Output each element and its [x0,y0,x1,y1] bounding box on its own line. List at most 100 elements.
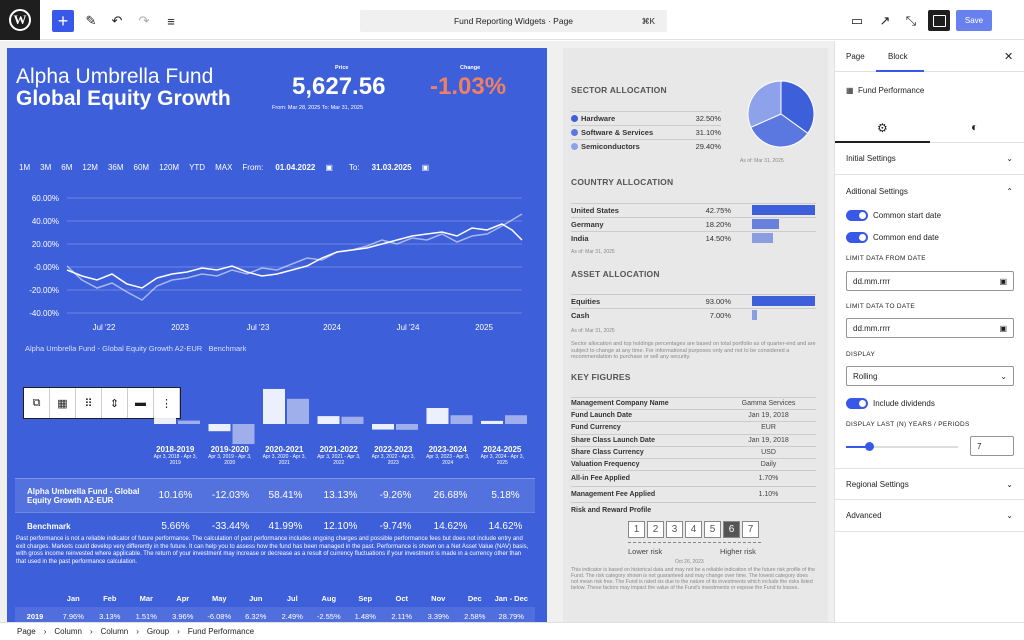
risk-level-active: 6 [723,521,740,538]
panel-title: Advanced [846,511,882,520]
from-label: From: [242,163,264,172]
move-updown-icon[interactable]: ⇕ [102,388,128,418]
add-block-button[interactable]: + [52,10,74,32]
range-12m[interactable]: 12M [82,163,98,172]
breadcrumb-item[interactable]: Column [100,627,129,636]
undo-icon[interactable]: ↶ [111,13,123,28]
regional-settings-panel[interactable]: Regional Settings ⌄ [835,468,1024,500]
table-icon[interactable]: ▦ [50,388,76,418]
y-tick: -0.00% [34,263,59,272]
performance-line-chart: 60.00% 40.00% 20.00% -0.00% -20.00% -40.… [29,194,523,332]
annual-bar [372,424,394,430]
country-row: United States 42.75% [571,203,816,217]
month-cell: 28.79% [498,611,524,621]
breadcrumb-item[interactable]: Column [54,627,82,636]
list-view-icon[interactable]: ≡ [167,13,175,29]
key-figure-value: 1.10% [758,491,779,499]
wordpress-logo[interactable]: W [0,0,40,40]
range-120m[interactable]: 120M [159,163,180,172]
calendar-icon[interactable]: ▣ [421,163,430,172]
monthly-table: Jan Feb Mar Apr May Jun Jul Aug Sep Oct Nov Dec Jan … [15,589,535,622]
external-link-icon[interactable]: ↗ [879,13,891,28]
breadcrumb-item[interactable]: Fund Performance [187,627,255,636]
asset-bar [752,310,757,320]
dividends-toggle[interactable] [846,398,868,409]
key-figure-row: Fund Currency EUR [571,421,816,433]
range-max[interactable]: MAX [215,163,233,172]
bar-pairs [154,388,527,445]
table-cell: 5.18% [491,490,520,501]
parent-block-icon[interactable]: ⧉ [24,388,50,418]
settings-sidebar-button[interactable] [928,10,950,31]
x-tick: 2024 [323,323,341,332]
years-slider[interactable] [846,442,958,451]
fund-performance-block[interactable]: Alpha Umbrella Fund Global Equity Growth… [7,48,547,622]
calendar-icon: ▣ [999,276,1007,286]
command-palette[interactable]: Fund Reporting Widgets · Page ⌘K [360,10,667,32]
align-icon[interactable]: ▬ [128,388,154,418]
key-figure-value: Jan 19, 2018 [748,412,789,420]
breadcrumb-item[interactable]: Group [146,627,170,636]
legend-dot [571,143,578,150]
advanced-panel[interactable]: Advanced ⌄ [835,500,1024,532]
range-60m[interactable]: 60M [133,163,150,172]
table-cell: 41.99% [268,521,303,532]
month-cell: -2.55% [316,611,341,621]
risk-note: This indicator is based on historical da… [571,567,815,591]
range-36m[interactable]: 36M [107,163,124,172]
month-cell: 2019 [26,611,44,621]
save-button[interactable]: Save [956,10,992,31]
year-header: 2020-2021 Apr 3, 2020 - Apr 3, 2021 [262,445,306,467]
fullscreen-icon[interactable]: ⤡ [905,13,917,28]
pie-slice [780,80,815,135]
allocation-note: Sector allocation and top holdings perce… [571,341,816,360]
years-input[interactable]: 7 [970,436,1014,456]
to-date[interactable]: 31.03.2025 [371,163,412,172]
view-icon[interactable]: ▭ [850,13,864,28]
legend-benchmark[interactable]: Benchmark [208,344,247,353]
fund-line [66,223,523,289]
table-row: 2019 7.96% 3.13% 1.51% 3.96% -6.08% 6.32% 2.49%… [15,607,535,622]
additional-settings-panel[interactable]: Aditional Settings ⌃ [835,175,1024,207]
tab-page[interactable]: Page [846,52,865,61]
month-header: Aug [321,593,337,603]
range-ytd[interactable]: YTD [189,163,206,172]
drag-handle-icon[interactable]: ⠿ [76,388,102,418]
annual-bar [232,424,255,445]
change-value: -1.03% [430,73,507,100]
to-date-input[interactable]: dd.mm.rrrr ▣ [846,318,1014,338]
month-cell: 2.58% [464,611,486,621]
chevron-down-icon: ⌄ [1006,154,1013,163]
country-row: India 14.50% [571,231,816,245]
more-options-icon[interactable]: ⋮ [154,388,180,418]
range-1m[interactable]: 1M [19,163,31,172]
pen-icon[interactable]: ✎ [85,13,97,28]
chevron-down-icon: ⌄ [1006,479,1013,489]
settings-gear-icon[interactable]: ⚙ [877,121,888,135]
styles-icon[interactable]: ◐ [971,120,979,134]
close-icon[interactable]: ✕ [1004,51,1014,63]
display-select[interactable]: Rolling ⌄ [846,366,1014,386]
common-start-toggle[interactable] [846,210,868,221]
key-figure-value: Gamma Services [741,400,796,407]
field-caption: LIMIT DATA TO DATE [846,303,915,310]
from-date-input[interactable]: dd.mm.rrrr ▣ [846,271,1014,291]
from-date[interactable]: 01.04.2022 [275,163,316,172]
initial-settings-panel[interactable]: Initial Settings ⌄ [835,143,1024,175]
redo-icon[interactable]: ↷ [138,13,150,28]
breadcrumb-item[interactable]: Page [17,627,36,636]
table-cell: 5.66% [161,521,190,532]
annual-bar-chart [154,388,527,445]
x-tick: 2025 [475,323,493,332]
tab-block[interactable]: Block [888,52,908,61]
common-end-toggle[interactable] [846,232,868,243]
key-figure-row: Management Fee Applied 1.10% [571,486,816,502]
risk-level: 1 [628,521,645,538]
calendar-icon[interactable]: ▣ [325,163,333,172]
range-3m[interactable]: 3M [40,163,52,172]
slider-handle[interactable] [865,442,874,451]
fund-name-line1: Alpha Umbrella Fund [16,65,214,88]
calendar-icon: ▣ [999,323,1007,333]
range-6m[interactable]: 6M [61,163,73,172]
legend-fund[interactable]: Alpha Umbrella Fund - Global Equity Grow… [25,344,203,353]
